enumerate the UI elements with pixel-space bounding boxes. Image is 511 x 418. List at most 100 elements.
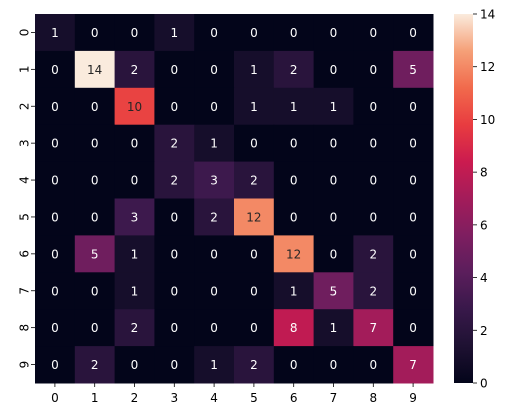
cell-value-label: 2	[170, 174, 178, 188]
heatmap-cell-r9-c6	[273, 346, 315, 384]
cell-value-label: 0	[131, 174, 139, 188]
y-tick-label: 3	[18, 139, 32, 147]
heatmap-cell-r0-c3	[154, 14, 195, 52]
heatmap-cell-r3-c7	[313, 124, 354, 163]
cell-value-label: 0	[91, 284, 99, 298]
x-tick-label: 7	[330, 391, 338, 405]
cell-value-label: 0	[330, 63, 338, 77]
cell-value-label: 14	[87, 63, 102, 77]
cell-value-label: 0	[51, 321, 59, 335]
cell-value-label: 0	[409, 174, 417, 188]
cell-value-label: 0	[369, 63, 377, 77]
cell-value-label: 0	[330, 26, 338, 40]
cell-value-label: 2	[131, 63, 139, 77]
x-tick-label: 0	[51, 391, 59, 405]
y-tick-label: 0	[18, 29, 32, 37]
cell-value-label: 0	[369, 137, 377, 151]
heatmap-cell-r2-c6	[273, 87, 315, 126]
cell-value-label: 0	[409, 210, 417, 224]
heatmap-cell-r9-c5	[234, 346, 275, 384]
heatmap-cell-r7-c0	[35, 272, 76, 310]
cell-value-label: 0	[250, 26, 258, 40]
cell-value-label: 0	[131, 358, 139, 372]
cell-value-label: 0	[51, 210, 59, 224]
cell-value-label: 2	[250, 174, 258, 188]
cell-value-label: 0	[330, 358, 338, 372]
heatmap-cells	[35, 14, 434, 384]
cell-value-label: 0	[210, 63, 218, 77]
x-tick-label: 5	[250, 391, 258, 405]
heatmap-cell-r5-c0	[35, 198, 76, 236]
cell-value-label: 0	[131, 137, 139, 151]
cell-value-label: 0	[369, 26, 377, 40]
heatmap-cell-r7-c7	[313, 272, 354, 310]
cell-value-label: 0	[290, 26, 298, 40]
heatmap-cell-r0-c0	[35, 14, 76, 52]
cell-value-label: 0	[330, 137, 338, 151]
cell-value-label: 1	[330, 100, 338, 114]
cell-value-label: 12	[286, 247, 301, 261]
cell-value-label: 0	[290, 210, 298, 224]
heatmap-cell-r7-c9	[393, 272, 434, 310]
heatmap-cell-r1-c6	[273, 50, 315, 89]
heatmap-cell-r9-c2	[114, 346, 155, 384]
heatmap-cell-r9-c9	[393, 346, 434, 384]
heatmap-cell-r3-c4	[194, 124, 235, 163]
cell-value-label: 0	[409, 100, 417, 114]
heatmap-cell-r4-c6	[273, 161, 315, 199]
heatmap-cell-r9-c1	[74, 346, 116, 384]
cell-value-label: 0	[170, 63, 178, 77]
cell-value-label: 0	[250, 247, 258, 261]
x-tick-label: 8	[369, 391, 377, 405]
heatmap-cell-r9-c3	[154, 346, 195, 384]
cell-value-label: 0	[170, 284, 178, 298]
cell-value-label: 0	[330, 210, 338, 224]
cell-value-label: 3	[131, 210, 139, 224]
cell-value-label: 0	[250, 284, 258, 298]
colorbar-gradient	[454, 14, 473, 383]
cell-value-label: 0	[51, 358, 59, 372]
cell-value-label: 0	[170, 247, 178, 261]
heatmap-cell-r2-c7	[313, 87, 354, 126]
heatmap-cell-r6-c2	[114, 235, 155, 273]
cell-value-label: 0	[290, 174, 298, 188]
cell-value-label: 0	[170, 321, 178, 335]
heatmap-cell-r7-c3	[154, 272, 195, 310]
cell-value-label: 0	[91, 210, 99, 224]
heatmap-cell-r0-c1	[74, 14, 116, 52]
heatmap-cell-r5-c2	[114, 198, 155, 236]
heatmap-cell-r3-c1	[74, 124, 116, 163]
cell-value-label: 1	[131, 284, 139, 298]
colorbar-tick-label: 10	[480, 113, 495, 127]
y-tick-label: 2	[18, 102, 32, 110]
heatmap-cell-r3-c3	[154, 124, 195, 163]
cell-value-label: 1	[290, 100, 298, 114]
cell-value-label: 0	[210, 26, 218, 40]
heatmap-cell-r6-c7	[313, 235, 354, 273]
cell-value-label: 0	[250, 321, 258, 335]
cell-value-label: 0	[210, 284, 218, 298]
heatmap-cell-r1-c5	[234, 50, 275, 89]
heatmap-cell-r7-c8	[353, 272, 394, 310]
heatmap-cell-r6-c6	[273, 235, 315, 273]
cell-value-label: 0	[91, 321, 99, 335]
heatmap-cell-r3-c8	[353, 124, 394, 163]
cell-value-label: 0	[51, 137, 59, 151]
cell-value-label: 0	[51, 63, 59, 77]
heatmap-cell-r7-c5	[234, 272, 275, 310]
cell-value-label: 1	[250, 100, 258, 114]
cell-value-label: 7	[369, 321, 377, 335]
heatmap-cell-r0-c5	[234, 14, 275, 52]
colorbar-tick-label: 2	[480, 324, 488, 338]
heatmap-cell-r3-c0	[35, 124, 76, 163]
cell-value-label: 12	[246, 210, 261, 224]
heatmap-cell-r4-c9	[393, 161, 434, 199]
heatmap-cell-r3-c2	[114, 124, 155, 163]
cell-value-label: 0	[290, 137, 298, 151]
colorbar-tick-label: 14	[480, 8, 495, 22]
cell-value-label: 1	[51, 26, 59, 40]
y-tick-label: 6	[18, 250, 32, 258]
heatmap-cell-r2-c5	[234, 87, 275, 126]
cell-value-label: 0	[369, 210, 377, 224]
